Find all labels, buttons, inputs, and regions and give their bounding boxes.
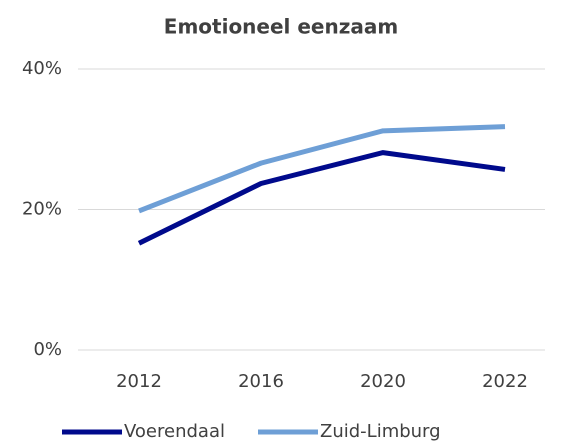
legend-label: Voerendaal	[124, 421, 225, 442]
y-tick-label: 0%	[33, 339, 62, 360]
chart-title: Emotioneel eenzaam	[164, 15, 398, 39]
x-tick-label: 2022	[482, 371, 528, 392]
series-line	[138, 124, 506, 214]
series-line	[137, 150, 506, 246]
x-tick-label: 2012	[116, 371, 162, 392]
y-tick-label: 20%	[22, 199, 62, 220]
x-tick-label: 2016	[238, 371, 284, 392]
y-tick-label: 40%	[22, 58, 62, 79]
legend-label: Zuid-Limburg	[320, 421, 441, 442]
x-tick-label: 2020	[360, 371, 406, 392]
